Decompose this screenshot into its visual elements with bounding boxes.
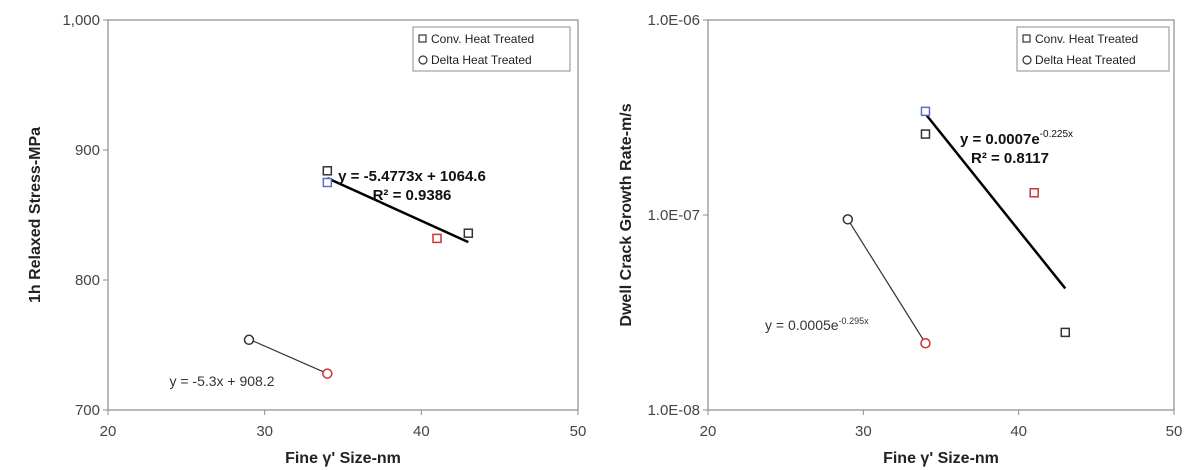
plot-area (107, 19, 579, 411)
delta-equation-base: y = 0.0005e (765, 317, 839, 333)
legend-circle-marker (418, 55, 428, 65)
y-tick-label: 1,000 (62, 12, 100, 29)
x-tick-label: 40 (413, 423, 430, 440)
delta-equation-label: y = 0.0005e-0.295x (765, 316, 869, 333)
legend: Conv. Heat Treated Delta Heat Treated (412, 26, 571, 72)
conv-r2-label: R² = 0.9386 (373, 187, 452, 204)
data-point-square (432, 233, 442, 244)
data-point-circle (920, 337, 931, 349)
legend: Conv. Heat Treated Delta Heat Treated (1016, 26, 1170, 72)
conv-equation-label: y = -5.4773x + 1064.6 (338, 168, 486, 185)
delta-equation-exponent: -0.295x (839, 316, 870, 326)
data-point-square (920, 106, 931, 117)
x-tick-label: 20 (100, 423, 117, 440)
y-tick-label: 700 (75, 402, 100, 419)
data-point-square (463, 228, 474, 238)
legend-label-delta: Delta Heat Treated (431, 53, 532, 67)
y-axis-title: Dwell Crack Growth Rate-m/s (618, 103, 635, 326)
y-axis-title: 1h Relaxed Stress-MPa (27, 127, 44, 303)
legend-circle-marker (1022, 55, 1032, 65)
x-tick-label: 30 (256, 423, 273, 440)
x-axis-ticks: 20 30 40 50 (100, 410, 587, 440)
conv-equation-exponent: -0.225x (1040, 129, 1073, 140)
y-tick-label: 1.0E-07 (647, 207, 700, 224)
trendline (326, 176, 469, 244)
y-axis-ticks: 1.0E-08 1.0E-07 1.0E-06 (647, 12, 708, 419)
x-axis-title: Fine γ' Size-nm (285, 450, 401, 467)
trendline (248, 338, 328, 375)
delta-equation-label: y = -5.3x + 908.2 (169, 373, 274, 389)
legend-label-conv: Conv. Heat Treated (431, 32, 534, 46)
data-point-square (322, 166, 333, 176)
x-axis-title: Fine γ' Size-nm (883, 450, 999, 467)
data-points (842, 106, 1071, 349)
plot-area (707, 19, 1175, 411)
y-axis-ticks: 700 800 900 1,000 (62, 12, 108, 419)
x-axis-ticks: 20 30 40 50 (700, 410, 1183, 440)
legend-box (1016, 26, 1170, 72)
crack-growth-chart: 20 30 40 50 1.0E-08 1.0E-07 1.0E-06 y = 0.000… (618, 12, 1182, 467)
conv-equation-base: y = 0.0007e (960, 131, 1040, 148)
legend-box (412, 26, 571, 72)
x-tick-label: 30 (855, 423, 872, 440)
legend-square-marker (418, 34, 427, 43)
y-tick-label: 900 (75, 142, 100, 159)
trendlines (248, 176, 469, 375)
data-points (243, 166, 474, 379)
trendline (847, 219, 926, 344)
data-point-square (322, 177, 333, 188)
x-tick-label: 20 (700, 423, 717, 440)
conv-equation-label: y = 0.0007e-0.225x (960, 129, 1073, 148)
x-tick-label: 50 (570, 423, 587, 440)
conv-r2-label: R² = 0.8117 (971, 150, 1049, 167)
y-tick-label: 800 (75, 272, 100, 289)
data-point-square (1060, 327, 1071, 338)
trendline (924, 113, 1067, 290)
data-point-circle (842, 214, 854, 225)
trendlines (847, 113, 1067, 344)
stress-chart: 20 30 40 50 700 800 900 1,000 y = -5.4773x + 1… (27, 12, 586, 467)
data-point-circle (322, 368, 333, 379)
legend-square-marker (1022, 34, 1031, 43)
legend-label-delta: Delta Heat Treated (1035, 53, 1136, 67)
data-point-square (1029, 188, 1039, 198)
y-tick-label: 1.0E-06 (647, 12, 700, 29)
x-tick-label: 40 (1010, 423, 1027, 440)
data-point-square (920, 129, 931, 139)
x-tick-label: 50 (1166, 423, 1183, 440)
y-tick-label: 1.0E-08 (647, 402, 700, 419)
legend-label-conv: Conv. Heat Treated (1035, 32, 1138, 46)
data-point-circle (243, 334, 255, 346)
